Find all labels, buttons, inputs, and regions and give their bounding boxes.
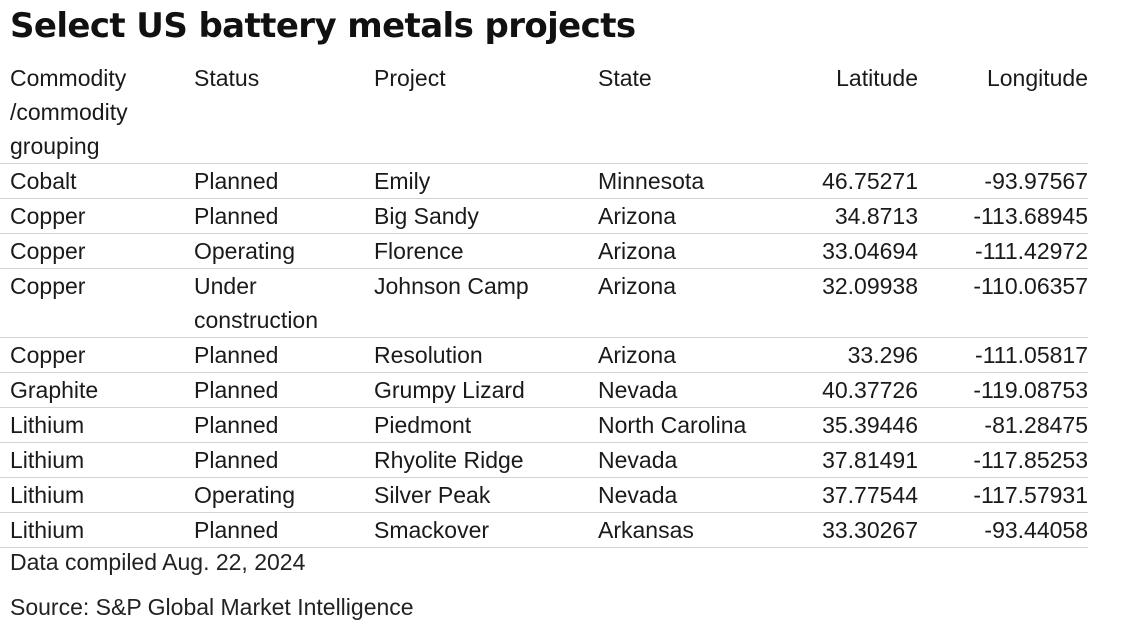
status-cell: Planned bbox=[194, 342, 279, 368]
table-row: Lithium Planned Rhyolite Ridge Nevada 37.814… bbox=[0, 442, 1088, 478]
status-cell: Planned bbox=[194, 377, 279, 403]
table-row: Graphite Planned Grumpy Lizard Nevada 40.377… bbox=[0, 372, 1088, 408]
longitude-cell: -81.28475 bbox=[984, 412, 1088, 438]
longitude-cell: -113.68945 bbox=[973, 203, 1088, 229]
column-header-status: Status bbox=[194, 65, 260, 91]
status-cell: Planned bbox=[194, 447, 279, 473]
latitude-cell: 46.75271 bbox=[822, 168, 918, 194]
project-cell: Florence bbox=[374, 238, 464, 264]
column-header-latitude: Latitude bbox=[836, 65, 918, 91]
longitude-cell: -111.42972 bbox=[975, 238, 1088, 264]
state-cell: Arizona bbox=[598, 342, 676, 368]
state-cell: Arizona bbox=[598, 273, 676, 299]
column-header-commodity: Commodity /commodity grouping bbox=[10, 65, 128, 159]
table-row: Lithium Planned Smackover Arkansas 33.30267 -… bbox=[0, 512, 1088, 548]
commodity-cell: Lithium bbox=[10, 482, 85, 508]
state-cell: Nevada bbox=[598, 377, 678, 403]
project-cell: Smackover bbox=[374, 517, 490, 543]
table-row: Copper Planned Resolution Arizona 33.296 -111… bbox=[0, 337, 1088, 373]
state-cell: Nevada bbox=[598, 482, 678, 508]
commodity-cell: Lithium bbox=[10, 447, 85, 473]
table-row: Cobalt Planned Emily Minnesota 46.75271 -93.9… bbox=[0, 163, 1088, 199]
state-cell: Arizona bbox=[598, 203, 676, 229]
state-cell: Arizona bbox=[598, 238, 676, 264]
state-cell: North Carolina bbox=[598, 412, 747, 438]
latitude-cell: 33.296 bbox=[847, 342, 918, 368]
table-row: Copper Planned Big Sandy Arizona 34.8713 -113… bbox=[0, 198, 1088, 234]
status-cell: Operating bbox=[194, 482, 296, 508]
latitude-cell: 37.77544 bbox=[822, 482, 918, 508]
latitude-cell: 34.8713 bbox=[834, 203, 918, 229]
commodity-cell: Cobalt bbox=[10, 168, 77, 194]
project-cell: Resolution bbox=[374, 342, 483, 368]
commodity-cell: Copper bbox=[10, 203, 86, 229]
longitude-cell: -111.05817 bbox=[975, 342, 1088, 368]
commodity-cell: Copper bbox=[10, 273, 86, 299]
longitude-cell: -93.44058 bbox=[984, 517, 1088, 543]
status-cell: Planned bbox=[194, 412, 279, 438]
status-cell: Operating bbox=[194, 238, 296, 264]
commodity-cell: Copper bbox=[10, 238, 86, 264]
latitude-cell: 35.39446 bbox=[822, 412, 918, 438]
project-cell: Silver Peak bbox=[374, 482, 491, 508]
commodity-cell: Copper bbox=[10, 342, 86, 368]
status-cell: Planned bbox=[194, 168, 279, 194]
latitude-cell: 33.30267 bbox=[822, 517, 918, 543]
longitude-cell: -117.85253 bbox=[973, 447, 1088, 473]
project-cell: Emily bbox=[374, 168, 431, 194]
latitude-cell: 37.81491 bbox=[822, 447, 918, 473]
commodity-cell: Lithium bbox=[10, 517, 85, 543]
project-cell: Big Sandy bbox=[374, 203, 479, 229]
column-header-project: Project bbox=[374, 65, 446, 91]
project-cell: Johnson Camp bbox=[374, 273, 529, 299]
state-cell: Nevada bbox=[598, 447, 678, 473]
column-header-longitude: Longitude bbox=[986, 65, 1088, 91]
page-title: Select US battery metals projects bbox=[10, 6, 636, 46]
source-note: Source: S&P Global Market Intelligence bbox=[10, 594, 414, 620]
project-cell: Grumpy Lizard bbox=[374, 377, 525, 403]
table-row: Lithium Operating Silver Peak Nevada 37.7754… bbox=[0, 477, 1088, 513]
projects-table: Commodity /commodity grouping Status Pro… bbox=[0, 61, 1088, 548]
latitude-cell: 33.04694 bbox=[822, 238, 918, 264]
table-row: Copper Operating Florence Arizona 33.04694 -1… bbox=[0, 233, 1088, 269]
status-cell: Planned bbox=[194, 517, 279, 543]
status-cell: Under construction bbox=[194, 273, 319, 333]
latitude-cell: 32.09938 bbox=[822, 273, 918, 299]
longitude-cell: -93.97567 bbox=[984, 168, 1088, 194]
project-cell: Piedmont bbox=[374, 412, 472, 438]
latitude-cell: 40.37726 bbox=[822, 377, 918, 403]
project-cell: Rhyolite Ridge bbox=[374, 447, 524, 473]
column-header-state: State bbox=[598, 65, 652, 91]
longitude-cell: -117.57931 bbox=[973, 482, 1088, 508]
footnote: Data compiled Aug. 22, 2024 bbox=[10, 549, 306, 575]
header-row: Commodity /commodity grouping Status Pro… bbox=[0, 61, 1088, 164]
status-cell: Planned bbox=[194, 203, 279, 229]
table-row: Copper Under construction Johnson Camp Ariz… bbox=[0, 268, 1088, 338]
longitude-cell: -110.06357 bbox=[973, 273, 1088, 299]
table-row: Lithium Planned Piedmont North Carolina 35.3… bbox=[0, 407, 1088, 443]
state-cell: Arkansas bbox=[598, 517, 694, 543]
commodity-cell: Lithium bbox=[10, 412, 85, 438]
commodity-cell: Graphite bbox=[10, 377, 99, 403]
table-body: Cobalt Planned Emily Minnesota 46.75271 -93.9… bbox=[0, 163, 1088, 548]
state-cell: Minnesota bbox=[598, 168, 705, 194]
longitude-cell: -119.08753 bbox=[973, 377, 1088, 403]
